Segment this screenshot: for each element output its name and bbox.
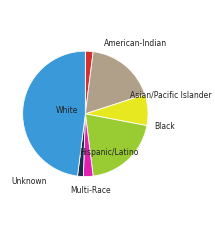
Text: Multi-Race: Multi-Race: [70, 186, 111, 195]
Wedge shape: [23, 51, 85, 176]
Text: White: White: [55, 106, 78, 115]
Text: Unknown: Unknown: [11, 177, 46, 186]
Wedge shape: [85, 95, 148, 126]
Wedge shape: [85, 52, 145, 114]
Wedge shape: [77, 114, 85, 176]
Wedge shape: [85, 114, 147, 176]
Wedge shape: [83, 114, 93, 177]
Text: Asian/Pacific Islander: Asian/Pacific Islander: [131, 91, 212, 99]
Text: American-Indian: American-Indian: [104, 39, 167, 48]
Wedge shape: [85, 51, 93, 114]
Text: Black: Black: [154, 122, 175, 131]
Text: Hispanic/Latino: Hispanic/Latino: [80, 148, 139, 157]
